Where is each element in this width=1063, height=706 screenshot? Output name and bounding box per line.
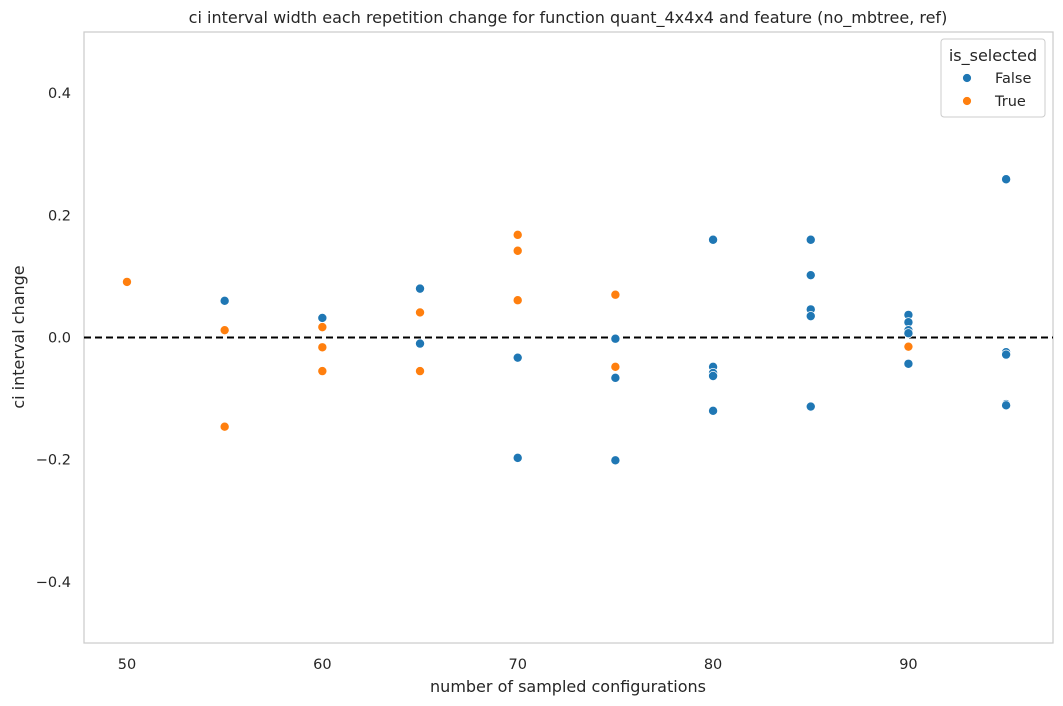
legend: is_selected False True: [940, 38, 1046, 118]
data-point-true: [512, 229, 523, 240]
data-point-false: [512, 352, 523, 363]
data-point-true: [121, 276, 132, 287]
data-point-false: [1001, 400, 1012, 411]
data-point-false: [805, 234, 816, 245]
data-points: [121, 174, 1012, 466]
legend-label-true: True: [994, 94, 1026, 110]
legend-title: is_selected: [949, 46, 1037, 66]
data-point-false: [415, 338, 426, 349]
data-point-false: [708, 234, 719, 245]
data-point-false: [805, 270, 816, 281]
x-axis-ticks: 50 60 70 80 90: [118, 657, 918, 673]
data-point-false: [1001, 349, 1012, 360]
y-tick-label: −0.2: [36, 453, 71, 469]
y-tick-label: 0.4: [48, 86, 71, 102]
y-tick-label: 0.0: [48, 331, 71, 347]
data-point-false: [805, 401, 816, 412]
y-axis-ticks: 0.4 0.2 0.0 −0.2 −0.4: [36, 86, 71, 591]
data-point-true: [317, 322, 328, 333]
data-point-false: [903, 358, 914, 369]
legend-marker-false: [962, 73, 972, 83]
data-point-false: [708, 405, 719, 416]
data-point-true: [219, 325, 230, 336]
data-point-false: [708, 370, 719, 381]
data-point-true: [512, 245, 523, 256]
data-point-true: [610, 361, 621, 372]
x-tick-label: 80: [704, 657, 722, 673]
x-tick-label: 70: [508, 657, 526, 673]
data-point-false: [512, 452, 523, 463]
legend-label-false: False: [995, 71, 1031, 87]
chart-title: ci interval width each repetition change…: [189, 8, 948, 28]
y-axis-label: ci interval change: [9, 265, 28, 408]
y-tick-label: 0.2: [48, 208, 71, 224]
data-point-false: [1001, 174, 1012, 185]
y-tick-label: −0.4: [36, 575, 71, 591]
data-point-false: [610, 333, 621, 344]
data-point-false: [610, 455, 621, 466]
data-point-true: [512, 295, 523, 306]
data-point-false: [610, 372, 621, 383]
data-point-true: [903, 341, 914, 352]
x-tick-label: 90: [899, 657, 917, 673]
data-point-true: [219, 421, 230, 432]
data-point-false: [219, 295, 230, 306]
legend-marker-true: [962, 96, 972, 106]
data-point-true: [317, 342, 328, 353]
data-point-true: [415, 307, 426, 318]
x-tick-label: 50: [118, 657, 136, 673]
x-axis-label: number of sampled configurations: [430, 677, 706, 696]
data-point-false: [903, 328, 914, 339]
data-point-true: [610, 289, 621, 300]
data-point-false: [317, 312, 328, 323]
data-point-true: [317, 366, 328, 377]
data-point-false: [805, 311, 816, 322]
data-point-false: [415, 283, 426, 294]
x-tick-label: 60: [313, 657, 331, 673]
data-point-true: [415, 366, 426, 377]
